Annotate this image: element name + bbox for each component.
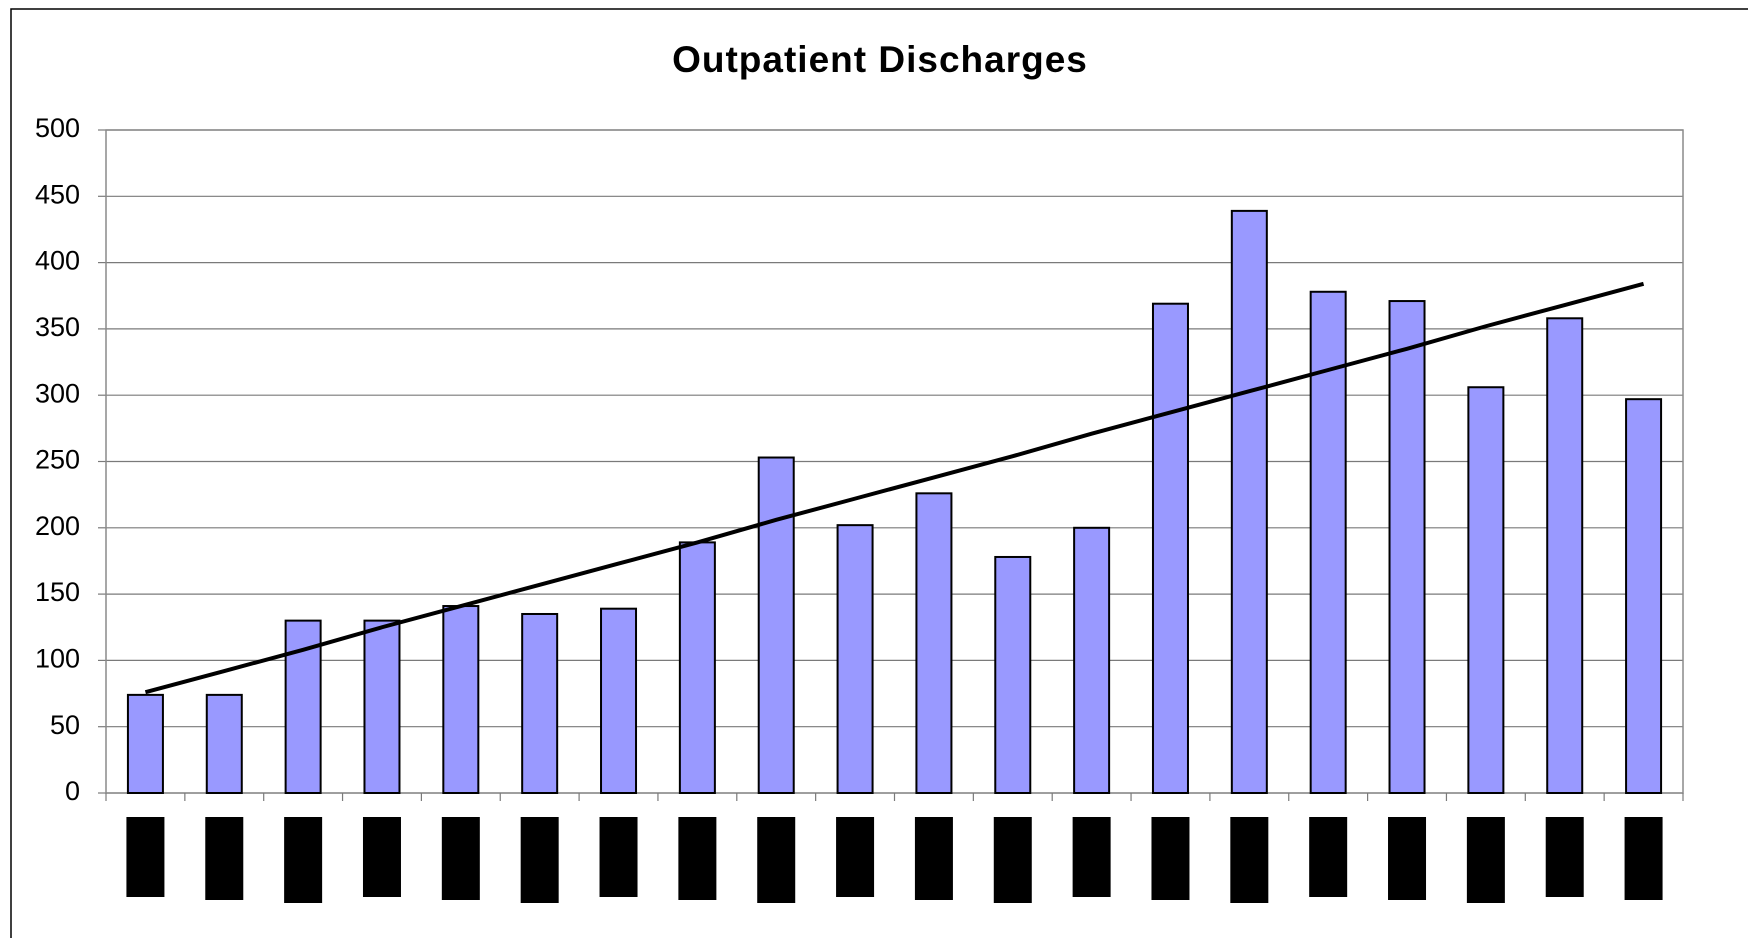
y-tick-label: 400: [35, 246, 80, 276]
x-label-redacted: [1545, 817, 1584, 897]
y-tick-label: 350: [35, 312, 80, 342]
x-label-redacted: [1230, 817, 1269, 903]
y-tick-label: 150: [35, 577, 80, 607]
x-label-redacted: [362, 817, 401, 897]
bar: [1309, 290, 1347, 794]
y-tick-label: 300: [35, 378, 80, 408]
bar: [442, 605, 480, 794]
y-tick-label: 500: [35, 113, 80, 143]
x-label-redacted: [836, 817, 875, 897]
x-label-redacted: [520, 817, 559, 903]
y-tick-label: 250: [35, 445, 80, 475]
x-label-redacted: [1151, 817, 1190, 900]
bar: [994, 555, 1032, 794]
x-label-redacted: [205, 817, 244, 900]
bar: [1388, 300, 1426, 794]
y-tick-label: 0: [65, 776, 80, 806]
bar: [1230, 209, 1268, 795]
x-label-redacted: [599, 817, 638, 897]
x-label-redacted: [757, 817, 796, 903]
bar: [126, 693, 164, 794]
chart-title: Outpatient Discharges: [672, 39, 1088, 80]
chart-border: [10, 8, 1748, 938]
bar: [521, 612, 559, 794]
y-tick-label: 450: [35, 179, 80, 209]
bar: [205, 693, 243, 794]
x-label-redacted: [126, 817, 165, 897]
bar: [1625, 398, 1663, 794]
x-label-redacted: [993, 817, 1032, 903]
x-label-redacted: [441, 817, 480, 900]
bar: [1467, 386, 1505, 794]
bar: [1546, 317, 1584, 794]
x-label-redacted: [914, 817, 953, 900]
y-tick-label: 100: [35, 644, 80, 674]
y-tick-label: 50: [50, 710, 80, 740]
bar: [757, 456, 795, 794]
trend-line: [144, 281, 1645, 695]
x-label-redacted: [1466, 817, 1505, 903]
x-label-redacted: [1624, 817, 1663, 900]
bar: [1073, 526, 1111, 794]
y-tick-label: 200: [35, 511, 80, 541]
x-label-redacted: [678, 817, 717, 900]
bar: [678, 541, 716, 794]
bar: [1151, 302, 1189, 794]
bar: [836, 524, 874, 794]
bar: [363, 619, 401, 794]
x-label-redacted: [1309, 817, 1348, 897]
bar: [600, 607, 638, 794]
bar: [915, 492, 953, 794]
x-label-redacted: [284, 817, 323, 903]
x-label-redacted: [1388, 817, 1427, 900]
x-label-redacted: [1072, 817, 1111, 897]
